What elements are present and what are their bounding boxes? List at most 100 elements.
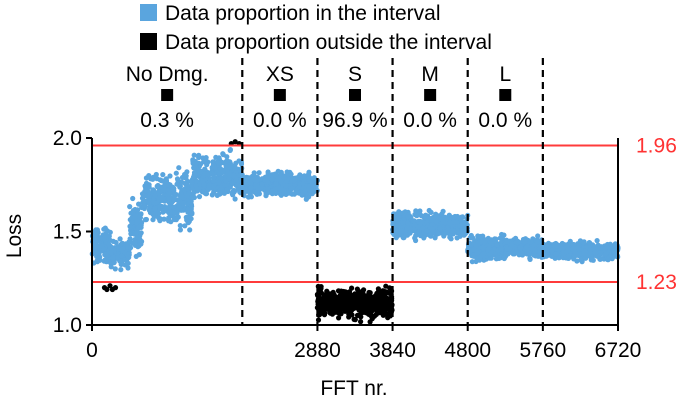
data-point [166,195,172,202]
data-point [361,287,367,293]
data-point [315,317,322,323]
data-point [554,251,560,257]
segment-marker [273,89,286,101]
data-point [185,220,191,226]
data-point [177,223,183,229]
data-point [202,166,208,172]
data-point [176,205,182,211]
data-point [421,235,427,241]
data-point [209,192,215,198]
data-point [275,185,281,191]
data-point [166,191,172,197]
data-point [414,209,420,215]
data-point [110,254,116,260]
data-point [326,295,333,302]
data-point [177,227,183,233]
data-point [112,266,118,272]
data-point [191,194,197,201]
data-point [252,189,258,195]
data-point [462,229,468,235]
data-point [306,169,312,175]
data-point [117,236,123,242]
data-point [605,257,611,263]
data-point [481,257,487,263]
data-point [190,174,197,180]
data-point [491,238,497,244]
data-point [338,288,344,294]
data-point [254,178,260,184]
data-point [275,168,281,174]
data-point [146,193,152,199]
data-point [419,219,425,225]
data-point [303,196,309,202]
data-point [358,314,364,320]
data-point [450,219,456,225]
data-point [281,190,287,196]
data-point [469,259,475,265]
data-point [150,211,156,217]
data-point [371,313,378,319]
data-point [358,319,364,325]
data-point [173,217,179,223]
data-point [152,206,158,212]
data-point [346,314,352,320]
data-point [477,257,483,263]
data-point [432,235,438,241]
data-point [403,232,409,238]
data-point [428,209,434,215]
data-point [532,249,538,255]
data-point [211,162,217,168]
data-point [283,183,289,189]
data-point [112,285,119,291]
data-point [110,238,116,244]
data-point [265,190,271,196]
data-point [201,181,207,187]
data-point [435,231,441,237]
data-point [135,226,141,232]
data-point [245,194,252,200]
data-point [440,217,446,223]
data-point [103,251,109,257]
data-point [238,161,245,167]
segment-label: M [421,63,439,86]
data-point [309,178,315,185]
data-point [188,206,194,212]
data-point [300,180,306,187]
data-point [97,257,103,263]
legend-swatch-outside-interval [140,33,157,50]
data-point [191,152,197,158]
data-point [191,165,197,171]
data-point [183,214,189,220]
data-point [317,287,323,293]
data-point [138,230,144,236]
x-tick-label: 6720 [595,339,642,362]
data-point [349,292,355,298]
threshold-label-1.23: 1.23 [636,271,677,294]
data-point [216,180,222,186]
data-point [167,173,173,179]
data-point [157,203,163,209]
data-point [206,184,213,190]
data-point [376,302,382,308]
data-point [232,139,238,145]
data-point [248,185,254,191]
data-point [204,162,210,168]
data-point [375,306,381,312]
x-tick-label: 5760 [519,339,566,362]
data-point [448,236,454,242]
data-point [242,177,248,183]
data-point [347,302,353,309]
data-point [383,283,389,289]
data-point [136,201,142,207]
data-point [503,251,509,257]
data-point [187,227,193,233]
data-point [575,241,581,247]
data-point [160,172,166,178]
data-point [535,233,541,239]
data-point [362,300,368,306]
data-point [210,178,217,184]
data-point [594,238,600,244]
data-point [141,192,147,199]
data-point [141,203,147,209]
data-point [578,257,584,263]
